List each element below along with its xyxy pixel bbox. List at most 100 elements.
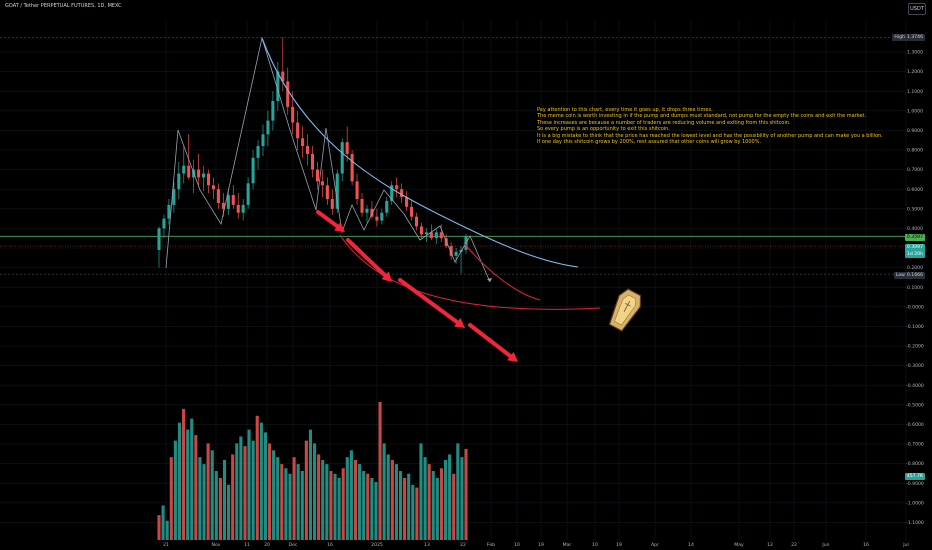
volume-bar [325,464,329,540]
volume-bar [329,471,333,540]
y-tick-label: 1.0000 [907,108,923,114]
volume-bar [443,459,448,540]
candle-body [400,189,404,198]
candle-body [211,185,216,190]
candle-body [187,165,191,178]
down-arrow-head [334,222,345,232]
x-tick-label: 2025 [371,542,383,548]
x-tick-label: 10 [592,542,598,548]
coffin-icon [608,288,642,332]
last-price-countdown: 1d 20h [906,252,923,257]
resistance-curve [261,37,579,268]
x-tick-label: Feb [487,542,495,548]
volume-bar [288,473,292,540]
candle-body [424,232,428,235]
x-tick-label: 16 [863,542,869,548]
y-tick-label: 1.2000 [907,69,923,75]
candle-body [271,101,275,121]
volume-bar [280,464,284,540]
candle-body [296,122,300,139]
candle-body [206,173,211,186]
volume-bar [464,448,468,540]
volume-bar [247,429,251,540]
candle-body [197,169,201,178]
x-tick-label: 21 [163,542,169,548]
candle-body [429,232,433,239]
volume-bar [398,471,403,540]
support-curve [339,234,601,310]
volume-bar [312,443,317,540]
volume-bar [243,446,247,540]
volume-bar [218,477,222,540]
volume-bar [239,436,243,540]
x-tick-label: 11 [244,542,250,548]
volume-bar [169,457,173,540]
y-tick-label: -0.3000 [906,363,924,369]
low-label: Low [895,273,905,278]
volume-bar [210,450,214,540]
volume-bar [333,473,337,540]
currency-button[interactable]: USDT [908,3,926,15]
volume-bar [227,484,231,540]
volume-bar [267,443,272,540]
volume-bar [304,440,308,540]
candle-body [256,146,260,158]
volume-bar [231,454,235,540]
volume-bar [337,477,341,540]
candle-body [231,195,235,205]
down-arrow-head [454,318,465,328]
low-tag: Low 0.1666 [893,272,925,279]
volume-bar [214,471,218,540]
candle-body [350,153,354,182]
candle-body [340,142,344,174]
volume-bar [370,477,374,540]
candle-body [395,185,399,190]
volume-bar [362,471,366,540]
volume-bar [161,505,165,540]
volume-bar [382,443,386,540]
y-tick-label: 0.2000 [907,265,923,271]
volume-bar [431,471,435,540]
candle-body [286,81,290,107]
volume-bar [374,482,378,540]
candle-body [315,169,319,182]
candle-body [301,138,305,147]
candle-body [444,238,448,247]
candle-body [355,181,359,199]
down-arrow-head [381,271,392,282]
volume-bar [448,454,452,540]
x-tick-label: Nov [212,542,221,548]
low-value: 0.1666 [906,273,923,278]
y-tick-label: -1.1000 [906,520,924,526]
y-tick-label: -0.6000 [906,422,924,428]
x-tick-label: Mar [563,542,572,548]
volume-bar [411,484,415,540]
y-tick-label: 1.1000 [907,89,923,95]
y-tick-label: 0.4000 [907,226,923,232]
volume-bar [276,457,280,540]
candle-body [405,197,409,207]
volume-bar [378,402,382,540]
candle-body [261,134,265,147]
volume-bar [173,440,177,540]
volume-bar [182,408,186,540]
zigzag-arrowhead [487,278,492,282]
volume-bar [300,471,304,540]
candle-body [454,251,458,256]
x-tick-label: 13 [424,542,430,548]
annotation-line: These increases are because a number of … [537,119,791,126]
candle-body [390,185,394,201]
high-label: High [894,35,905,40]
volume-bar [345,457,349,540]
volume-bar [349,450,353,540]
x-tick-label: 12 [767,542,773,548]
symbol-title[interactable]: GOAT / Tether PERPETUAL FUTURES, 1D, MEX… [5,3,122,9]
volume-bar [390,459,394,540]
candle-body [310,153,315,170]
x-tick-label: Jun [821,542,829,548]
candle-body [167,204,171,219]
volume-bar [255,415,259,540]
annotation-line: It is a big mistake to think that the pr… [537,132,883,139]
